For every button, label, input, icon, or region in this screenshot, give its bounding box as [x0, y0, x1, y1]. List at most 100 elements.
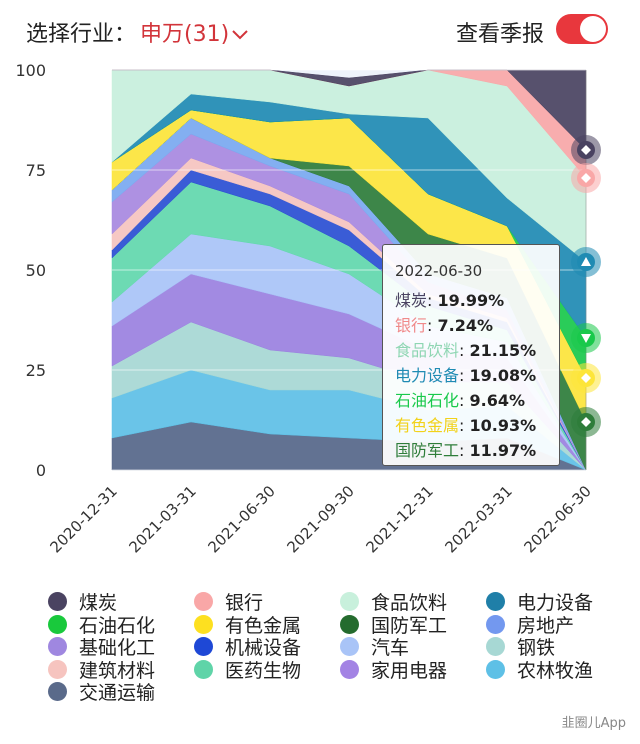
legend-color-dot: [340, 659, 359, 679]
legend-item[interactable]: 银行: [194, 588, 263, 615]
marker-国防军工[interactable]: [571, 407, 601, 437]
legend-color-dot: [48, 637, 67, 656]
legend-label: 有色金属: [225, 614, 302, 637]
tooltip-row-value: 11.97%: [469, 441, 537, 460]
tooltip-separator: :: [427, 316, 438, 335]
legend-color-dot: [48, 659, 67, 679]
legend-label: 钢铁: [517, 637, 556, 659]
tooltip-row: 有色金属: 10.93%: [395, 412, 536, 436]
tooltip-separator: :: [459, 341, 470, 360]
tooltip-row-value: 7.24%: [437, 316, 494, 335]
legend-item[interactable]: 煤炭: [48, 588, 117, 615]
legend-color-dot: [340, 592, 359, 611]
marker-有色金属[interactable]: [571, 363, 601, 393]
legend-item[interactable]: 国防军工: [340, 611, 447, 638]
legend-item[interactable]: 食品饮料: [340, 588, 447, 615]
y-tick-label: 50: [26, 261, 46, 280]
tooltip-row-label: 银行: [395, 316, 428, 335]
tooltip-row-label: 国防军工: [395, 441, 460, 460]
legend-item[interactable]: 石油石化: [48, 611, 155, 638]
x-tick-label: 2022-03-31: [441, 482, 515, 556]
tooltip-separator: :: [459, 366, 470, 385]
toggle-knob: [580, 16, 606, 42]
tooltip-row: 煤炭: 19.99%: [395, 287, 504, 311]
legend-color-dot: [486, 637, 505, 656]
tooltip-row-value: 19.99%: [437, 291, 505, 310]
tooltip-row: 国防军工: 11.97%: [395, 437, 536, 461]
tooltip-separator: :: [459, 441, 470, 460]
tooltip-date: 2022-06-30: [395, 262, 483, 280]
marker-symbol: [581, 173, 591, 183]
industry-selector-label: 申万(31): [140, 22, 230, 47]
legend-item[interactable]: 钢铁: [486, 633, 555, 660]
marker-symbol: [581, 257, 591, 266]
y-tick-label: 100: [15, 61, 46, 80]
legend-color-dot: [48, 682, 67, 701]
legend-item[interactable]: 房地产: [486, 611, 574, 638]
legend-color-dot: [194, 592, 213, 611]
marker-石油石化[interactable]: [571, 323, 601, 353]
chevron-down-icon: [232, 30, 248, 40]
legend-item[interactable]: 机械设备: [194, 633, 301, 660]
y-tick-label: 0: [36, 461, 46, 480]
industry-selector[interactable]: 申万(31): [140, 16, 249, 48]
tooltip-row: 电力设备: 19.08%: [395, 362, 536, 386]
x-tick-label: 2021-03-31: [125, 482, 199, 556]
x-tick-label: 2021-12-31: [362, 482, 436, 556]
y-tick-label: 25: [26, 361, 46, 380]
footer-watermark: 韭圈儿App: [561, 716, 626, 731]
marker-电力设备[interactable]: [571, 247, 601, 277]
legend-color-dot: [486, 592, 505, 611]
tooltip-row-label: 食品饮料: [395, 341, 460, 360]
tooltip-separator: :: [427, 291, 438, 310]
legend-label: 建筑材料: [79, 659, 156, 682]
tooltip-separator: :: [459, 391, 470, 410]
tooltip-row-value: 9.64%: [469, 391, 526, 410]
tooltip-row-value: 21.15%: [469, 341, 537, 360]
legend-color-dot: [340, 637, 359, 656]
tooltip-row-label: 电力设备: [395, 366, 460, 385]
legend-item[interactable]: 医药生物: [194, 656, 301, 683]
legend-item[interactable]: 交通运输: [48, 678, 155, 705]
quarterly-report-label: 查看季报: [456, 22, 545, 47]
legend-label: 农林牧渔: [517, 659, 594, 682]
quarterly-report-toggle[interactable]: [556, 14, 608, 44]
legend-color-dot: [194, 637, 213, 656]
marker-煤炭[interactable]: [571, 135, 601, 165]
legend-label: 基础化工: [79, 637, 156, 659]
x-tick-label: 2021-06-30: [204, 482, 278, 556]
legend-color-dot: [194, 614, 213, 634]
legend-label: 石油石化: [79, 614, 156, 637]
legend-label: 交通运输: [79, 682, 156, 704]
legend-color-dot: [486, 659, 505, 679]
marker-symbol: [581, 373, 591, 383]
legend-label: 医药生物: [225, 659, 302, 682]
tooltip: 2022-06-30 煤炭: 19.99% 银行: 7.24% 食品饮料: 21.1…: [382, 244, 560, 466]
legend-item[interactable]: 建筑材料: [48, 656, 155, 683]
legend-item[interactable]: 基础化工: [48, 633, 155, 660]
y-tick-label: 75: [26, 161, 46, 180]
legend-item[interactable]: 家用电器: [340, 656, 447, 683]
marker-银行[interactable]: [571, 163, 601, 193]
legend-item[interactable]: 农林牧渔: [486, 656, 593, 683]
legend-label: 机械设备: [225, 637, 302, 659]
marker-symbol: [581, 145, 591, 155]
tooltip-row-label: 石油石化: [395, 391, 460, 410]
legend-color-dot: [340, 614, 359, 634]
legend-label: 煤炭: [79, 592, 118, 614]
marker-symbol: [581, 417, 591, 427]
legend-item[interactable]: 汽车: [340, 633, 409, 660]
legend-label: 国防军工: [371, 614, 448, 637]
marker-symbol: [581, 334, 591, 343]
legend-item[interactable]: 有色金属: [194, 611, 301, 638]
tooltip-row: 食品饮料: 21.15%: [395, 337, 536, 361]
tooltip-row-label: 有色金属: [395, 416, 460, 435]
tooltip-separator: :: [459, 416, 470, 435]
tooltip-row-label: 煤炭: [395, 291, 428, 310]
legend-label: 电力设备: [517, 592, 594, 614]
x-tick-label: 2021-09-30: [283, 482, 357, 556]
header: 选择行业： 申万(31) 查看季报: [0, 0, 640, 62]
legend-label: 银行: [225, 592, 264, 614]
legend-color-dot: [486, 614, 505, 634]
legend-item[interactable]: 电力设备: [486, 588, 593, 615]
